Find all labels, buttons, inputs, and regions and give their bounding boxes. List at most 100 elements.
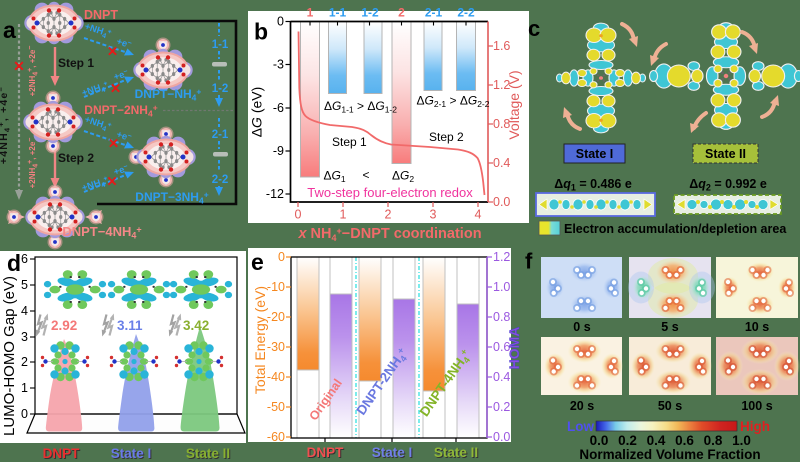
svg-text:+2NH4+, +2e−: +2NH4+, +2e− (27, 138, 40, 189)
svg-text:2-2: 2-2 (457, 6, 475, 20)
svg-text:+e−: +e− (112, 163, 130, 178)
svg-text:1.6: 1.6 (493, 39, 510, 53)
svg-text:0.6: 0.6 (675, 433, 694, 448)
svg-text:0.8: 0.8 (493, 310, 510, 324)
svg-text:0.4: 0.4 (493, 370, 510, 384)
svg-text:2-1: 2-1 (425, 6, 443, 20)
svg-text:State II: State II (705, 147, 746, 161)
svg-text:DNPT: DNPT (84, 8, 118, 22)
svg-text:e: e (251, 249, 264, 275)
svg-text:0.4: 0.4 (647, 433, 666, 448)
svg-text:DNPT−3NH4+: DNPT−3NH4+ (135, 190, 208, 206)
svg-text:1-2: 1-2 (361, 6, 379, 20)
svg-text:Step 1: Step 1 (332, 135, 367, 149)
svg-text:ΔG1: ΔG1 (324, 169, 346, 185)
svg-text:1: 1 (21, 381, 28, 395)
svg-text:DNPT: DNPT (44, 447, 82, 462)
svg-text:d: d (7, 250, 21, 276)
svg-text:HOMA: HOMA (506, 327, 522, 370)
svg-text:DNPT: DNPT (43, 446, 81, 461)
svg-text:1-2: 1-2 (212, 83, 229, 95)
svg-text:State II: State II (435, 446, 479, 461)
svg-text:High: High (740, 419, 770, 434)
svg-text:State II: State II (187, 447, 231, 462)
svg-text:x NH4+−DNPT coordination: x NH4+−DNPT coordination (297, 226, 481, 243)
svg-text:Step 2: Step 2 (429, 130, 464, 144)
svg-text:Δq2 = 0.992 e: Δq2 = 0.992 e (689, 177, 767, 193)
svg-text:State I: State I (373, 446, 414, 461)
svg-text:-12: -12 (266, 187, 284, 201)
svg-text:0.2: 0.2 (493, 400, 510, 414)
svg-text:Total Energy (eV): Total Energy (eV) (252, 286, 268, 394)
svg-text:1-1: 1-1 (212, 39, 229, 51)
svg-text:0.0: 0.0 (590, 433, 609, 448)
svg-text:4: 4 (21, 304, 28, 318)
svg-text:Voltage (V): Voltage (V) (506, 70, 522, 139)
svg-text:LUMO-HOMO Gap (eV): LUMO-HOMO Gap (eV) (1, 276, 18, 436)
svg-text:DNPT: DNPT (307, 445, 345, 460)
svg-text:100 s: 100 s (741, 399, 772, 413)
svg-text:2-2: 2-2 (212, 174, 229, 186)
svg-text:0.4: 0.4 (493, 156, 510, 170)
svg-text:3.11: 3.11 (117, 318, 143, 333)
svg-text:1-1: 1-1 (329, 6, 347, 20)
svg-text:-9: -9 (273, 144, 284, 158)
svg-text:20 s: 20 s (570, 399, 594, 413)
svg-text:ΔG2: ΔG2 (392, 169, 414, 185)
svg-text:1.0: 1.0 (493, 280, 510, 294)
svg-text:b: b (254, 19, 268, 45)
svg-text:State I: State I (112, 447, 153, 462)
svg-text:Step 2: Step 2 (58, 151, 94, 165)
svg-text:✕: ✕ (107, 44, 118, 59)
svg-text:0.8: 0.8 (493, 117, 510, 131)
svg-text:DNPT−4NH4+: DNPT−4NH4+ (62, 224, 141, 241)
svg-text:State I: State I (111, 446, 152, 461)
svg-text:1.2: 1.2 (493, 250, 510, 264)
svg-text:0: 0 (21, 407, 28, 421)
svg-text:1: 1 (307, 6, 314, 20)
svg-text:a: a (3, 17, 16, 43)
svg-text:c: c (528, 16, 540, 41)
svg-text:0.8: 0.8 (704, 433, 723, 448)
svg-text:f: f (525, 249, 533, 274)
svg-text:Normalized Volume Fraction: Normalized Volume Fraction (579, 447, 760, 462)
svg-text:+e−: +e− (112, 68, 130, 83)
svg-text:1: 1 (340, 208, 347, 222)
svg-text:DNPT: DNPT (308, 446, 346, 461)
svg-text:State II: State II (434, 445, 478, 460)
svg-text:DNPT−NH4+: DNPT−NH4+ (135, 87, 202, 103)
svg-text:2-1: 2-1 (212, 129, 229, 141)
svg-text:✕: ✕ (106, 174, 117, 189)
svg-text:ΔG (eV): ΔG (eV) (249, 87, 265, 138)
svg-text:✕: ✕ (108, 136, 119, 151)
svg-text:0: 0 (278, 250, 285, 264)
svg-text:3: 3 (430, 208, 437, 222)
svg-text:-60: -60 (267, 430, 285, 444)
svg-text:+2NH4+, +2e−: +2NH4+, +2e− (27, 46, 40, 97)
svg-text:DNPT−2NH4+: DNPT−2NH4+ (84, 103, 157, 119)
svg-text:0 s: 0 s (573, 320, 590, 334)
svg-text:0.2: 0.2 (618, 433, 637, 448)
svg-text:0: 0 (277, 15, 284, 29)
svg-text:-20: -20 (267, 310, 285, 324)
svg-text:-30: -30 (267, 340, 285, 354)
svg-text:0.6: 0.6 (493, 340, 510, 354)
svg-text:6: 6 (21, 252, 28, 266)
svg-text:<: < (362, 168, 369, 182)
svg-text:0: 0 (295, 208, 302, 222)
svg-text:4: 4 (475, 208, 482, 222)
svg-text:-40: -40 (267, 370, 285, 384)
svg-text:0.0: 0.0 (493, 430, 510, 444)
svg-text:-6: -6 (273, 101, 284, 115)
svg-text:State I: State I (576, 147, 614, 161)
svg-text:-50: -50 (267, 400, 285, 414)
svg-text:1.0: 1.0 (732, 433, 751, 448)
svg-text:2.92: 2.92 (51, 318, 77, 333)
svg-text:2: 2 (385, 208, 392, 222)
svg-text:2: 2 (398, 6, 405, 20)
svg-text:Step 1: Step 1 (58, 56, 94, 70)
svg-text:Electron accumulation/depletio: Electron accumulation/depletion area (564, 222, 787, 236)
svg-text:Δq1 = 0.486 e: Δq1 = 0.486 e (554, 177, 632, 193)
svg-text:5 s: 5 s (661, 320, 678, 334)
svg-text:State II: State II (186, 446, 230, 461)
